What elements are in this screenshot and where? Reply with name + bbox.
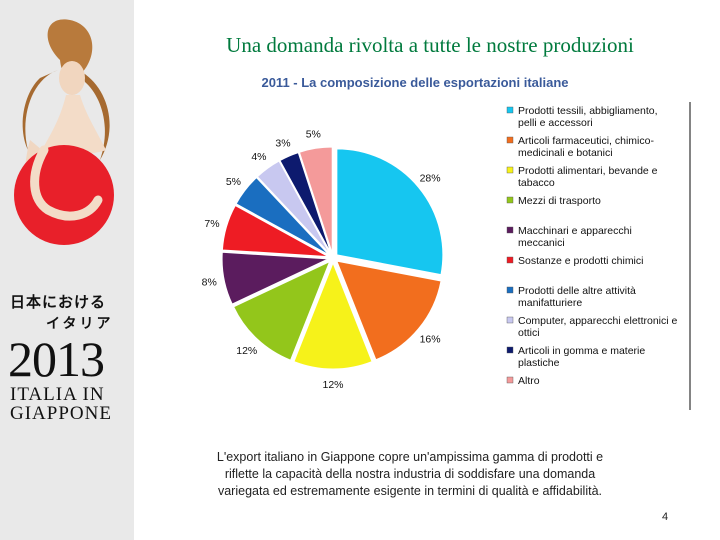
logo-name-line1: ITALIA IN <box>10 384 105 405</box>
legend-entry: Macchinari e apparecchi meccanici <box>518 225 632 249</box>
export-pie-chart: 2011 - La composizione delle esportazion… <box>202 75 691 410</box>
pie-slice <box>256 160 331 255</box>
legend-swatch <box>506 196 514 204</box>
legend-entry: Articoli in gomma e materie plastiche <box>518 345 645 369</box>
legend-swatch <box>506 106 514 114</box>
slice-percent-label: 5% <box>306 129 321 141</box>
pie-slice <box>279 151 332 254</box>
legend-entry: Computer, apparecchi elettronici e ottici <box>518 315 677 339</box>
legend-entry: Prodotti delle altre attività manifatturi… <box>518 285 636 309</box>
slide-caption: L'export italiano in Giappone copre un'a… <box>190 449 630 500</box>
pie-slice <box>336 260 442 361</box>
caption-line: riflette la capacità della nostra indust… <box>224 467 596 481</box>
legend-entry: Prodotti alimentari, bevande e tabacco <box>518 165 658 189</box>
legend-entry: Mezzi di trasporto <box>518 195 601 207</box>
slice-percent-label: 28% <box>420 173 441 185</box>
pie-slice <box>336 148 444 276</box>
slice-percent-label: 12% <box>236 345 257 357</box>
legend-entry: Sostanze e prodotti chimici <box>518 255 643 267</box>
legend-entry: Altro <box>518 375 540 387</box>
page-title: Una domanda rivolta a tutte le nostre pr… <box>226 33 634 57</box>
slice-percent-label: 16% <box>420 333 441 345</box>
legend-swatch <box>506 256 514 264</box>
slice-percent-label: 12% <box>322 379 343 391</box>
sidebar-logo-panel: 日本における イタリア 2013 ITALIA IN GIAPPONE <box>0 0 134 540</box>
pie-slice <box>293 261 373 370</box>
logo-japanese-line2: イタリア <box>46 316 114 332</box>
chart-title: 2011 - La composizione delle esportazion… <box>261 75 568 90</box>
slice-percent-label: 4% <box>251 151 266 163</box>
pie-slices <box>221 146 444 370</box>
legend-swatch <box>506 376 514 384</box>
legend-swatch <box>506 166 514 174</box>
legend-swatch <box>506 286 514 294</box>
legend-swatch <box>506 316 514 324</box>
chart-legend: Prodotti tessili, abbigliamento, pelli e … <box>506 105 677 387</box>
caption-line: L'export italiano in Giappone copre un'a… <box>216 450 604 464</box>
pie-slice <box>235 176 330 256</box>
pie-slice <box>298 146 333 254</box>
slice-percent-label: 8% <box>202 277 217 289</box>
caption-line: variegata ed estremamente esigente in te… <box>217 484 603 498</box>
slice-percent-label: 5% <box>226 176 241 188</box>
page-number: 4 <box>662 511 669 523</box>
pie-slice <box>221 251 329 305</box>
logo-year: 2013 <box>8 331 105 387</box>
red-sun-circle <box>14 145 114 245</box>
legend-entry: Prodotti tessili, abbigliamento, pelli e … <box>518 105 658 129</box>
legend-swatch <box>506 136 514 144</box>
legend-swatch <box>506 226 514 234</box>
legend-swatch <box>506 346 514 354</box>
logo-japanese-line1: 日本における <box>10 293 107 311</box>
slice-percent-label: 3% <box>275 137 290 149</box>
pie-slice <box>233 260 331 361</box>
pie-slice <box>221 204 329 258</box>
legend-entry: Articoli farmaceutici, chimico-medicinal… <box>518 135 654 159</box>
logo-name-line2: GIAPPONE <box>10 403 112 424</box>
pie-percent-labels: 28% 16% 12% 12% 8% 7% 5% 4% 3% 5% <box>202 129 441 391</box>
slice-percent-label: 7% <box>204 218 219 230</box>
venus-illustration <box>14 19 114 245</box>
